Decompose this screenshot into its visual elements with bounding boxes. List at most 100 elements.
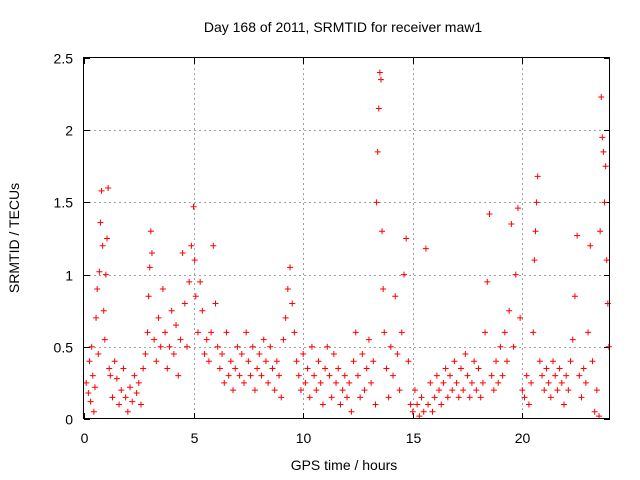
- data-point: [486, 210, 493, 217]
- data-point: [98, 187, 105, 194]
- y-tick-label: 0.5: [54, 340, 74, 356]
- data-point: [306, 394, 313, 401]
- data-point: [525, 401, 532, 408]
- data-point: [319, 401, 326, 408]
- data-point: [396, 387, 403, 394]
- data-point: [267, 343, 274, 350]
- data-point: [302, 379, 309, 386]
- data-point: [531, 257, 538, 264]
- data-point: [89, 372, 96, 379]
- data-point: [499, 372, 506, 379]
- data-point: [460, 387, 467, 394]
- data-point: [365, 336, 372, 343]
- data-point: [236, 372, 243, 379]
- data-point: [256, 351, 263, 358]
- data-point: [333, 379, 340, 386]
- data-point: [214, 343, 221, 350]
- data-point: [411, 387, 418, 394]
- data-point: [317, 379, 324, 386]
- data-point: [352, 329, 359, 336]
- data-point: [223, 329, 230, 336]
- data-point: [466, 394, 473, 401]
- data-point: [293, 358, 300, 365]
- data-point: [479, 379, 486, 386]
- axis-ticks: 0 0.5 1 1.5 2 2.5 0 5 10 15 20: [54, 51, 610, 446]
- data-point: [184, 343, 191, 350]
- data-point: [254, 365, 261, 372]
- data-point: [162, 329, 169, 336]
- data-point: [560, 401, 567, 408]
- data-point: [344, 394, 350, 401]
- data-point: [471, 358, 478, 365]
- data-point: [341, 372, 348, 379]
- data-point: [361, 387, 368, 394]
- data-point: [493, 358, 500, 365]
- data-point: [407, 401, 414, 408]
- data-point: [571, 293, 578, 300]
- x-tick-label: 10: [296, 430, 312, 446]
- plot-frame: [83, 57, 610, 419]
- data-point: [398, 329, 405, 336]
- data-point: [157, 343, 164, 350]
- data-point: [111, 358, 118, 365]
- data-point: [444, 394, 451, 401]
- data-point: [131, 372, 138, 379]
- data-point: [192, 293, 199, 300]
- data-point: [297, 387, 304, 394]
- data-point: [383, 365, 390, 372]
- data-point: [506, 307, 513, 314]
- data-point: [440, 379, 447, 386]
- data-point: [468, 379, 475, 386]
- data-point: [181, 300, 188, 307]
- data-point: [221, 379, 228, 386]
- data-point: [311, 372, 318, 379]
- data-point: [431, 394, 438, 401]
- x-tick-label: 20: [515, 430, 531, 446]
- y-tick-label: 0: [65, 412, 73, 428]
- data-point: [109, 394, 116, 401]
- grid: [84, 58, 610, 419]
- data-point: [363, 365, 370, 372]
- data-point: [186, 278, 193, 285]
- data-point: [124, 408, 131, 415]
- data-point: [91, 384, 98, 391]
- data-point: [359, 351, 366, 358]
- data-point: [107, 372, 114, 379]
- data-point: [166, 343, 173, 350]
- data-point: [501, 329, 508, 336]
- data-point: [227, 358, 234, 365]
- data-point: [177, 336, 184, 343]
- data-point: [409, 408, 416, 415]
- data-point: [350, 358, 357, 365]
- data-point: [429, 408, 436, 415]
- data-point: [512, 271, 519, 278]
- data-point: [449, 387, 456, 394]
- data-point: [96, 268, 103, 275]
- data-point: [403, 235, 410, 242]
- data-point: [147, 228, 154, 235]
- data-point: [436, 387, 443, 394]
- data-point: [488, 372, 495, 379]
- data-point: [104, 235, 111, 242]
- data-point: [83, 379, 90, 386]
- data-point: [482, 329, 489, 336]
- data-point: [280, 336, 287, 343]
- data-point: [148, 249, 155, 256]
- data-point: [558, 379, 565, 386]
- data-point: [269, 365, 276, 372]
- data-point: [589, 358, 596, 365]
- data-point: [405, 358, 412, 365]
- data-point: [603, 257, 610, 264]
- data-point: [545, 379, 552, 386]
- data-point: [447, 372, 454, 379]
- data-point: [368, 379, 375, 386]
- data-point: [433, 372, 440, 379]
- data-point: [88, 343, 95, 350]
- data-point: [258, 372, 265, 379]
- data-point: [348, 408, 355, 415]
- data-point: [118, 387, 125, 394]
- data-point: [94, 286, 101, 293]
- data-point: [273, 358, 280, 365]
- data-point: [605, 343, 612, 350]
- data-point: [127, 384, 134, 391]
